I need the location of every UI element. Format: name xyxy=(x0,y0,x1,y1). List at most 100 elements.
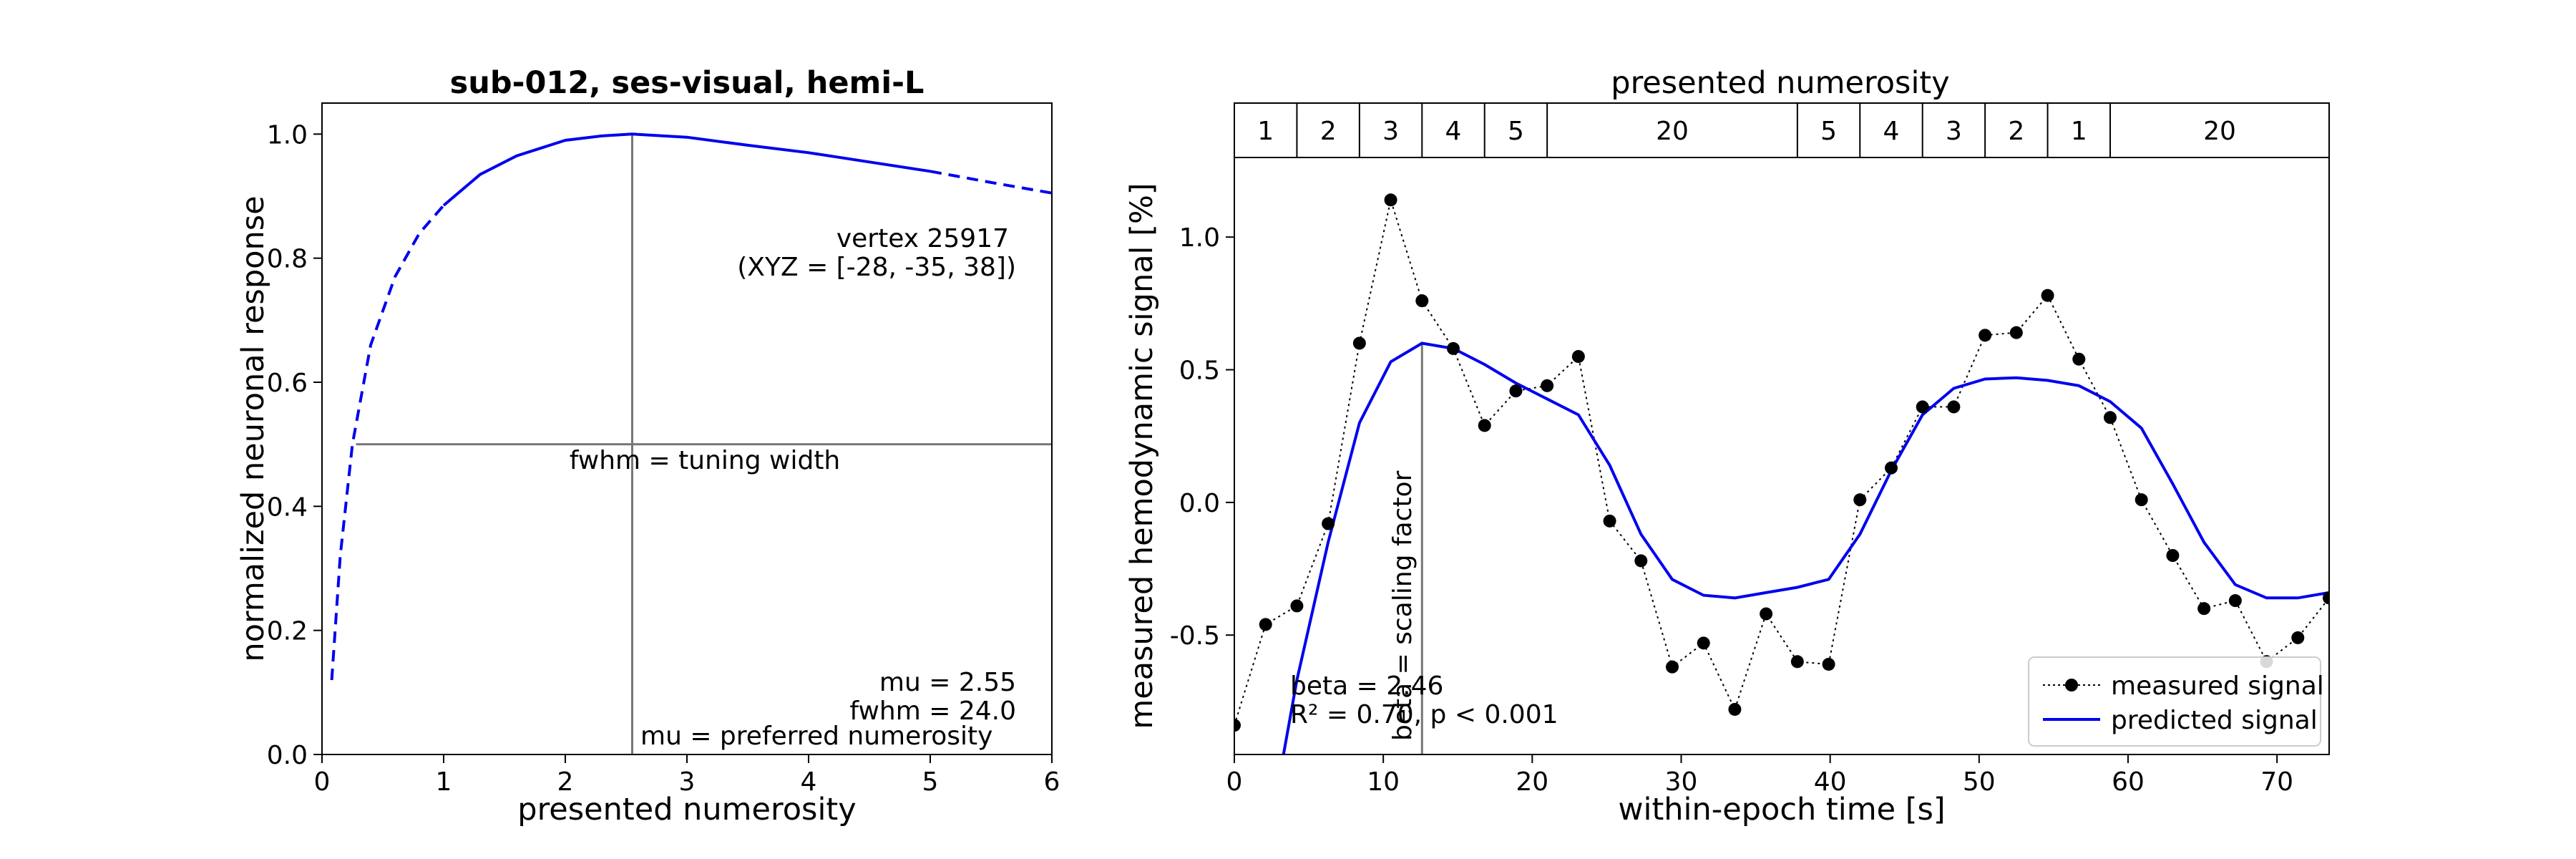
measured-signal-point xyxy=(1234,719,1241,732)
tuning-curve-plot xyxy=(330,132,1053,754)
left-y-axis-label: normalized neuronal response xyxy=(235,195,271,661)
tuning-curve-solid xyxy=(442,132,931,207)
measured-signal-point xyxy=(1352,336,1366,350)
measured-signal-point xyxy=(1728,702,1742,716)
measured-signal-point xyxy=(1259,618,1272,631)
measured-signal-point xyxy=(1415,294,1429,308)
left-y-tick-label: 0.6 xyxy=(267,369,308,398)
legend: measured signal predicted signal xyxy=(2028,656,2324,747)
measured-signal-point xyxy=(2072,352,2086,366)
measured-signal-point xyxy=(1384,193,1397,207)
right-x-tick-label: 60 xyxy=(2112,767,2145,797)
measured-signal-point xyxy=(2104,411,2117,424)
vertex-xyz-label: (XYZ = [-28, -35, 38]) xyxy=(737,253,1016,282)
numerosity-block-label: 5 xyxy=(1820,117,1837,146)
measured-signal-point xyxy=(1790,655,1804,669)
measured-signal-point xyxy=(1697,636,1710,650)
measured-signal-point xyxy=(2041,288,2054,302)
tuning-curve-dashed-right xyxy=(930,170,1053,195)
numerosity-blocks: 1 2 3 4 5 20 5 4 3 2 1 20 xyxy=(1234,102,2330,158)
beta-value-label: beta = 2.46 xyxy=(1290,671,1443,701)
right-y-ticks: -0.5 0.0 0.5 1.0 xyxy=(1170,223,1234,651)
measured-signal-point xyxy=(1322,517,1335,530)
left-x-tick-label: 2 xyxy=(557,767,574,797)
left-axes-frame xyxy=(321,102,1053,755)
fwhm-description-label: fwhm = tuning width xyxy=(570,446,841,475)
right-x-tick-label: 20 xyxy=(1516,767,1548,797)
numerosity-block-label: 1 xyxy=(2071,117,2087,146)
vertex-id-label: vertex 25917 xyxy=(836,224,1009,253)
left-y-tick-label: 0.4 xyxy=(267,492,308,522)
right-axes-frame xyxy=(1234,157,2330,755)
left-x-tick-label: 6 xyxy=(1044,767,1060,797)
fwhm-value-label: fwhm = 24.0 xyxy=(849,697,1016,726)
measured-signal-point xyxy=(1541,379,1554,392)
measured-signal-point xyxy=(1666,660,1679,674)
right-x-tick-label: 10 xyxy=(1367,767,1400,797)
measured-signal-point xyxy=(1603,514,1616,528)
right-title: presented numerosity xyxy=(1611,65,1949,101)
legend-measured-marker xyxy=(2065,679,2078,691)
timeseries-plot xyxy=(1234,193,2329,754)
measured-signal-point xyxy=(1947,400,1961,414)
measured-signal-point xyxy=(2135,493,2148,507)
left-x-ticks: 0 1 2 3 4 5 6 xyxy=(314,754,1060,797)
numerosity-block-label: 1 xyxy=(1257,117,1274,146)
numerosity-block-label: 4 xyxy=(1883,117,1900,146)
right-x-tick-label: 0 xyxy=(1226,767,1243,797)
numerosity-block-label: 5 xyxy=(1508,117,1524,146)
left-x-tick-label: 0 xyxy=(314,767,331,797)
measured-signal-point xyxy=(1885,461,1898,475)
right-x-tick-label: 30 xyxy=(1665,767,1698,797)
numerosity-block-label: 20 xyxy=(1656,117,1689,146)
tuning-curve-dashed-left xyxy=(330,204,445,681)
measured-signal-point xyxy=(1760,607,1773,621)
legend-predicted-label: predicted signal xyxy=(2111,706,2318,735)
measured-signal-point xyxy=(1822,657,1835,671)
right-y-tick-label: -0.5 xyxy=(1170,621,1220,651)
numerosity-block-label: 2 xyxy=(2008,117,2024,146)
left-x-axis-label: presented numerosity xyxy=(517,792,856,828)
measured-signal-point xyxy=(2323,591,2329,605)
mu-value-label: mu = 2.55 xyxy=(879,668,1016,697)
fit-stats-label: R² = 0.70, p < 0.001 xyxy=(1290,700,1558,729)
numerosity-block-label: 20 xyxy=(2203,117,2236,146)
left-y-tick-label: 0.2 xyxy=(267,617,308,646)
measured-signal-point xyxy=(1916,400,1929,414)
measured-signal-point xyxy=(1853,493,1867,507)
right-x-tick-label: 70 xyxy=(2260,767,2293,797)
left-y-ticks: 0.0 0.2 0.4 0.6 0.8 1.0 xyxy=(267,120,322,770)
predicted-signal-line xyxy=(1282,341,2329,754)
right-x-ticks: 0 10 20 30 40 50 60 70 xyxy=(1226,754,2293,797)
measured-signal-point xyxy=(1447,341,1460,355)
measured-signal-point xyxy=(1979,329,1992,342)
left-y-tick-label: 1.0 xyxy=(267,120,308,150)
measured-signal-line xyxy=(1234,197,2329,726)
right-y-tick-label: 0.0 xyxy=(1179,489,1220,518)
measured-signal-point xyxy=(2197,602,2211,616)
measured-signal-point xyxy=(2228,594,2242,608)
numerosity-block-label: 3 xyxy=(1382,117,1399,146)
measured-signal-point xyxy=(1478,419,1491,432)
measured-signal-point xyxy=(1290,599,1304,613)
right-y-tick-label: 1.0 xyxy=(1179,223,1220,253)
numerosity-block-label: 3 xyxy=(1946,117,1962,146)
left-x-tick-label: 1 xyxy=(436,767,452,797)
measured-signal-point xyxy=(1571,350,1585,363)
left-x-tick-label: 4 xyxy=(801,767,817,797)
measured-signal-point xyxy=(2166,549,2180,562)
mu-description-label: mu = preferred numerosity xyxy=(640,722,992,751)
left-y-tick-label: 0.8 xyxy=(267,245,308,274)
measured-signal-point xyxy=(2009,326,2023,339)
legend-measured-label: measured signal xyxy=(2111,671,2324,701)
left-y-tick-label: 0.0 xyxy=(267,741,308,770)
right-y-tick-label: 0.5 xyxy=(1179,356,1220,386)
right-x-tick-label: 50 xyxy=(1963,767,1996,797)
right-x-tick-label: 40 xyxy=(1814,767,1847,797)
measured-signal-point xyxy=(2291,631,2305,644)
beta-description-label: beta = scaling factor xyxy=(1388,470,1418,741)
numerosity-block-label: 4 xyxy=(1445,117,1462,146)
right-x-axis-label: within-epoch time [s] xyxy=(1618,792,1945,828)
